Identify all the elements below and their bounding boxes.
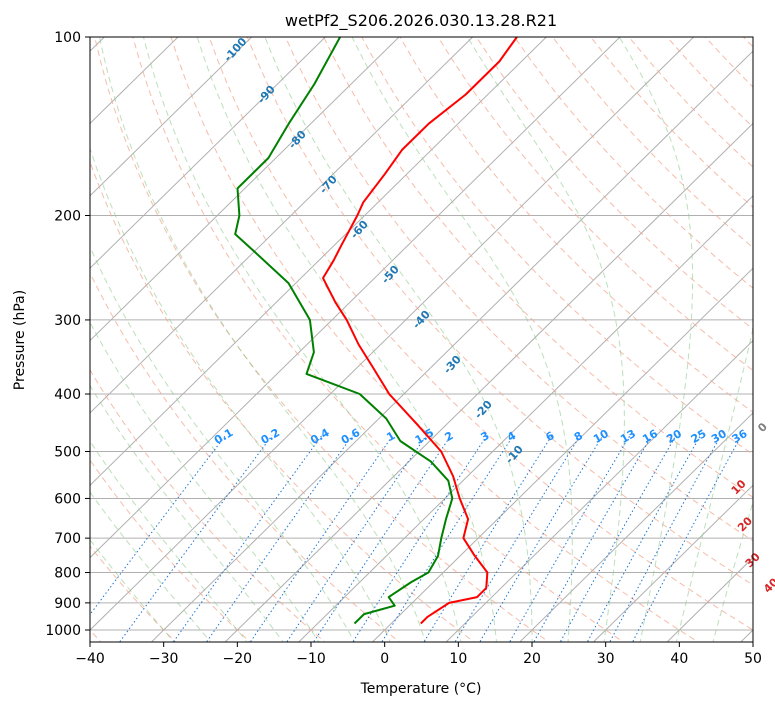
x-tick-label: 40 (670, 651, 688, 667)
moist-adiabat-line (351, 37, 573, 642)
dry-adiabat-line (90, 271, 401, 642)
isotherm-line (298, 195, 753, 642)
y-tick-label: 300 (54, 313, 81, 329)
y-tick-label: 1000 (45, 623, 81, 639)
x-tick-label: −40 (75, 651, 105, 667)
mixing-ratio-line (454, 435, 581, 642)
dry-adiabat-line (132, 37, 625, 642)
isotherm-line (150, 50, 753, 642)
moist-adiabat-line (264, 37, 533, 642)
dry-adiabat-line (323, 37, 753, 498)
plot-frame (89, 36, 754, 643)
moist-adiabat-line (99, 37, 427, 642)
x-tick-label: 0 (380, 651, 389, 667)
dry-adiabat-line (399, 37, 753, 413)
y-tick-label: 200 (54, 209, 81, 225)
moist-adiabat-lines (90, 37, 753, 642)
dry-adiabat-line (170, 37, 699, 642)
mixing-ratio-line (423, 435, 553, 642)
moist-adiabat-line (90, 491, 212, 642)
dry-adiabat-line (90, 459, 251, 642)
dry-adiabat-line (285, 37, 753, 542)
mixing-ratio-line (313, 435, 452, 642)
mixing-ratio-line (632, 435, 742, 642)
temperature-profile-line (322, 37, 518, 625)
mixing-ratio-line (381, 435, 514, 642)
dry-adiabat-lines (90, 37, 753, 642)
dewpoint-profile-line (234, 37, 454, 625)
plot-area (90, 37, 753, 642)
isotherm-line (592, 484, 753, 642)
y-axis-ticks: 100 200 300 400 500 600 700 800 900 1000 (45, 30, 90, 639)
chart-title: wetPf2_S206.2026.030.13.28.R21 (285, 11, 557, 31)
moist-adiabat-line (675, 326, 753, 642)
x-axis-ticks: −40 −30 −20 −10 0 10 20 30 40 50 (75, 642, 762, 667)
x-tick-label: 50 (744, 651, 762, 667)
isotherm-line (224, 122, 753, 642)
y-tick-label: 500 (54, 444, 81, 460)
mixing-ratio-line (479, 435, 604, 642)
dry-adiabat-line (361, 37, 753, 456)
isotherm-line (371, 267, 753, 642)
y-tick-label: 900 (54, 596, 81, 612)
y-tick-label: 700 (54, 531, 81, 547)
moist-adiabat-line (90, 384, 284, 642)
mixing-ratio-line (172, 435, 323, 642)
dry-adiabat-line (90, 160, 475, 642)
mixing-ratio-line (286, 435, 427, 642)
x-tick-label: 30 (597, 651, 615, 667)
isotherm-line (90, 37, 548, 486)
isobar-lines (90, 37, 753, 631)
dry-adiabat-line (90, 369, 326, 642)
y-tick-label: 600 (54, 491, 81, 507)
mixing-ratio-lines (90, 435, 742, 642)
mixing-ratio-line (609, 435, 722, 642)
dry-adiabat-line (208, 37, 753, 631)
x-axis-label: Temperature (°C) (360, 681, 482, 697)
moist-adiabat-line (90, 245, 356, 642)
mixing-ratio-line (119, 435, 273, 642)
y-tick-label: 100 (54, 30, 81, 46)
moist-adiabat-line (90, 539, 175, 642)
x-tick-label: −30 (149, 651, 179, 667)
moist-adiabat-line (712, 500, 753, 642)
dry-adiabat-line (246, 37, 753, 586)
isotherm-line (90, 37, 621, 559)
moist-adiabat-line (196, 37, 498, 642)
isotherm-line (90, 37, 474, 414)
moist-adiabat-line (90, 321, 320, 642)
mixing-ratio-line (586, 435, 701, 642)
isotherm-line (519, 412, 753, 642)
moist-adiabat-line (618, 37, 694, 642)
moist-adiabat-line (90, 440, 248, 642)
moist-adiabat-line (467, 37, 625, 642)
isotherm-line (445, 339, 753, 642)
x-tick-label: −20 (223, 651, 253, 667)
mixing-ratio-line (559, 435, 677, 642)
mixing-ratio-line (206, 435, 353, 642)
moist-adiabat-line (90, 146, 391, 642)
x-tick-label: −10 (296, 651, 326, 667)
mixing-ratio-line (90, 435, 226, 616)
sounding-profiles (234, 37, 518, 625)
isotherm-line (90, 37, 327, 269)
dry-adiabat-line (94, 37, 550, 642)
x-tick-label: 10 (449, 651, 467, 667)
y-tick-label: 400 (54, 387, 81, 403)
y-axis-label: Pressure (hPa) (12, 290, 28, 390)
isotherm-line (90, 37, 695, 631)
isotherm-line (90, 37, 253, 197)
y-tick-label: 800 (54, 566, 81, 582)
mixing-ratio-line (509, 435, 631, 642)
mixing-ratio-line (533, 435, 653, 642)
x-tick-label: 20 (523, 651, 541, 667)
